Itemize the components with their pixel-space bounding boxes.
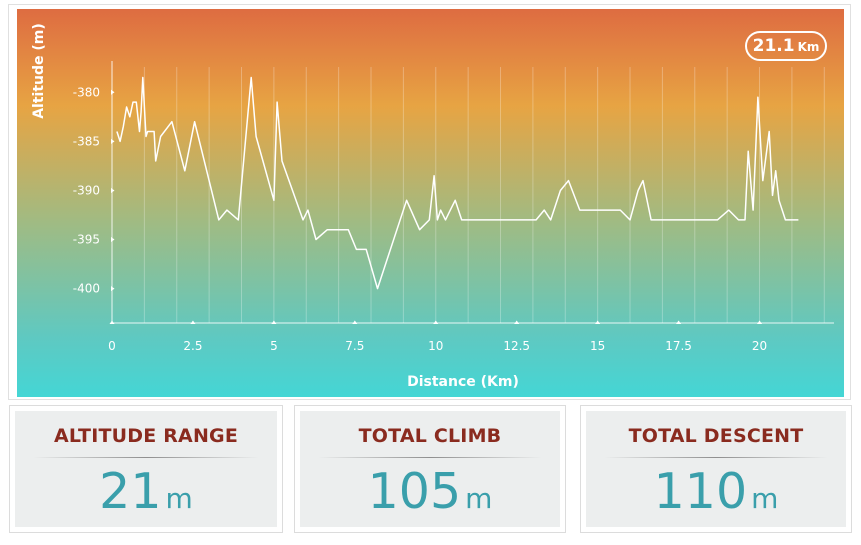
total-distance-unit: Km [797, 40, 820, 54]
x-tick-marker [514, 320, 520, 324]
grid-layer [143, 67, 825, 323]
x-tick-marker [190, 320, 196, 324]
x-tick-label: 12.5 [503, 339, 530, 353]
y-tick-marker [111, 286, 115, 292]
y-tick-label: -380 [73, 85, 100, 99]
x-tick-label: 5 [270, 339, 278, 353]
x-tick-marker [271, 320, 277, 324]
altitude-range-title: ALTITUDE RANGE [53, 425, 239, 447]
x-axis-label: Distance (Km) [407, 374, 519, 390]
line-layer [116, 76, 799, 290]
x-tick-marker [676, 320, 682, 324]
elevation-chart-svg: -380 -385 -390 -395 -400 0 2.5 5 7.5 10 12.5 15 17.5… [31, 23, 834, 390]
y-tick-marker [111, 138, 115, 144]
y-tick-marker [111, 237, 115, 243]
altitude-range-card: ALTITUDE RANGE 21 m [9, 405, 283, 533]
divider [604, 457, 828, 458]
x-tick-label: 7.5 [345, 339, 364, 353]
axis-layer: -380 -385 -390 -395 -400 0 2.5 5 7.5 10 12.5 15 17.5… [73, 61, 834, 353]
total-descent-card: TOTAL DESCENT 110 m [580, 405, 852, 533]
x-tick-marker [757, 320, 763, 324]
x-tick-label: 15 [590, 339, 605, 353]
total-distance-badge: 21.1 Km [745, 31, 827, 61]
x-tick-label: 17.5 [665, 339, 692, 353]
divider [318, 457, 542, 458]
total-climb-value: 105 [367, 463, 462, 520]
total-descent-unit: m [751, 482, 779, 515]
x-tick-marker [109, 320, 115, 324]
x-tick-marker [595, 320, 601, 324]
y-tick-marker [111, 187, 115, 193]
elevation-chart: -380 -385 -390 -395 -400 0 2.5 5 7.5 10 12.5 15 17.5… [17, 9, 844, 397]
y-tick-marker [111, 89, 115, 95]
y-tick-label: -390 [73, 183, 100, 197]
divider [33, 457, 259, 458]
altitude-range-unit: m [165, 482, 193, 515]
y-tick-label: -400 [73, 282, 100, 296]
x-tick-marker [433, 320, 439, 324]
total-climb-title: TOTAL CLIMB [358, 425, 502, 447]
y-tick-label: -385 [73, 134, 100, 148]
total-descent-value: 110 [653, 463, 748, 520]
altitude-range-value: 21 [99, 463, 162, 520]
total-climb-card: TOTAL CLIMB 105 m [294, 405, 566, 533]
x-tick-label: 0 [108, 339, 116, 353]
altitude-line [116, 76, 799, 290]
total-distance-value: 21.1 [752, 36, 795, 56]
total-descent-title: TOTAL DESCENT [628, 425, 804, 447]
x-tick-label: 20 [752, 339, 767, 353]
y-axis-label: Altitude (m) [31, 23, 47, 119]
x-tick-marker [352, 320, 358, 324]
y-tick-label: -395 [73, 233, 100, 247]
elevation-chart-panel: -380 -385 -390 -395 -400 0 2.5 5 7.5 10 12.5 15 17.5… [8, 4, 851, 400]
x-tick-label: 10 [428, 339, 443, 353]
x-tick-label: 2.5 [183, 339, 202, 353]
total-climb-unit: m [465, 482, 493, 515]
